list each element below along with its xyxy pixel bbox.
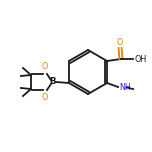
Text: O: O [117,38,123,47]
Text: NH: NH [119,83,131,92]
Text: O: O [42,93,48,102]
Text: O: O [42,62,48,71]
Text: OH: OH [134,55,146,64]
Text: B: B [50,78,56,86]
